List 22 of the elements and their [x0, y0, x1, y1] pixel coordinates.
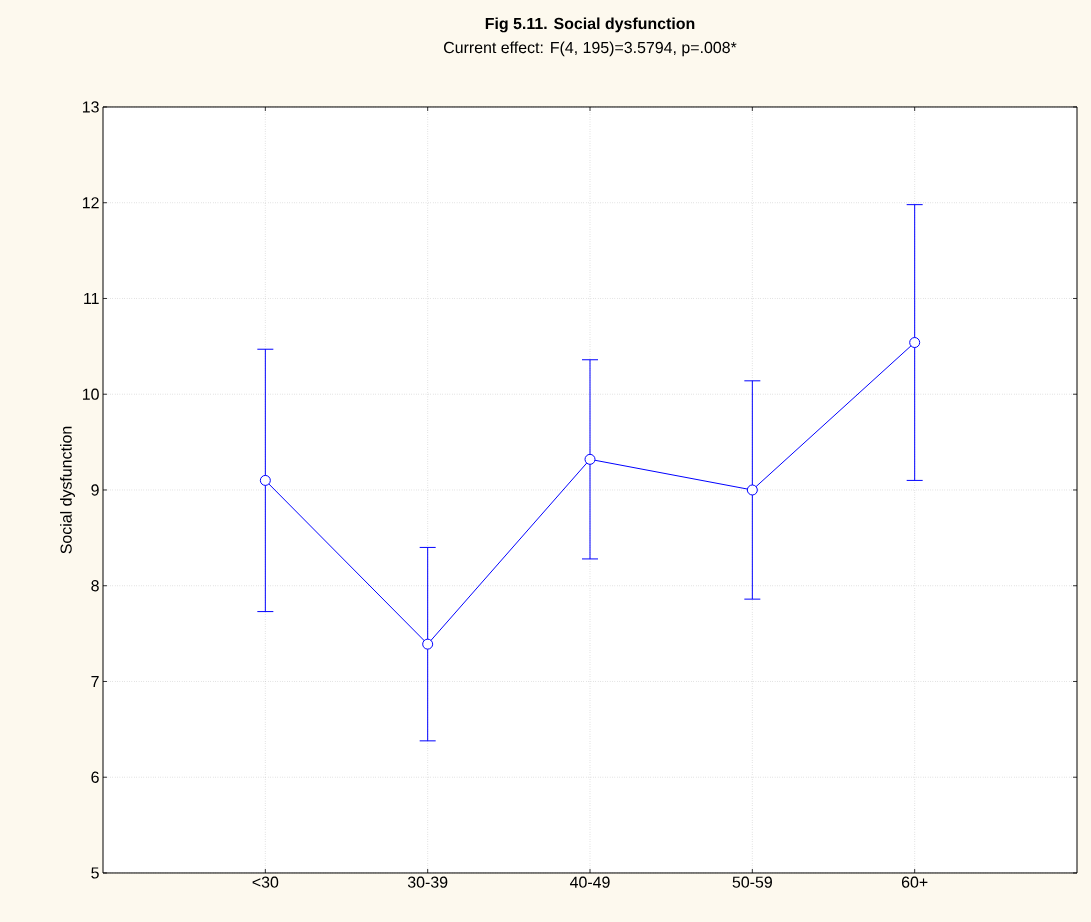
point: [422, 638, 434, 650]
y-tick-label: 9: [91, 484, 99, 496]
y-tick-label: 13: [82, 101, 99, 113]
y-tick-label: 6: [91, 771, 99, 783]
y-axis-title: Social dysfunction: [60, 426, 75, 554]
x-tick-label: 60+: [901, 876, 928, 888]
point: [746, 484, 758, 496]
point: [259, 474, 271, 486]
chart-title: Fig 5.11. Social dysfunction: [485, 17, 695, 33]
point: [584, 453, 596, 465]
x-tick-label: 40-49: [569, 876, 610, 888]
y-tick-label: 10: [82, 388, 99, 400]
y-tick-label: 7: [91, 676, 99, 687]
y-tick-label: 8: [91, 580, 99, 592]
x-tick-label: 30-39: [407, 876, 448, 888]
y-tick-label: 12: [82, 197, 99, 209]
x-tick-label: <30: [252, 876, 279, 888]
x-tick-label: 50-59: [732, 876, 772, 888]
y-tick-label: 5: [91, 867, 99, 879]
chart-subtitle: Current effect: F(4, 195)=3.5794, p=.008*: [444, 41, 737, 57]
y-tick-label: 11: [84, 293, 99, 304]
point: [909, 337, 921, 349]
